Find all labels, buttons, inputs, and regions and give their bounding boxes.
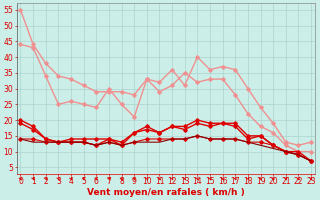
X-axis label: Vent moyen/en rafales ( km/h ): Vent moyen/en rafales ( km/h ) bbox=[87, 188, 245, 197]
